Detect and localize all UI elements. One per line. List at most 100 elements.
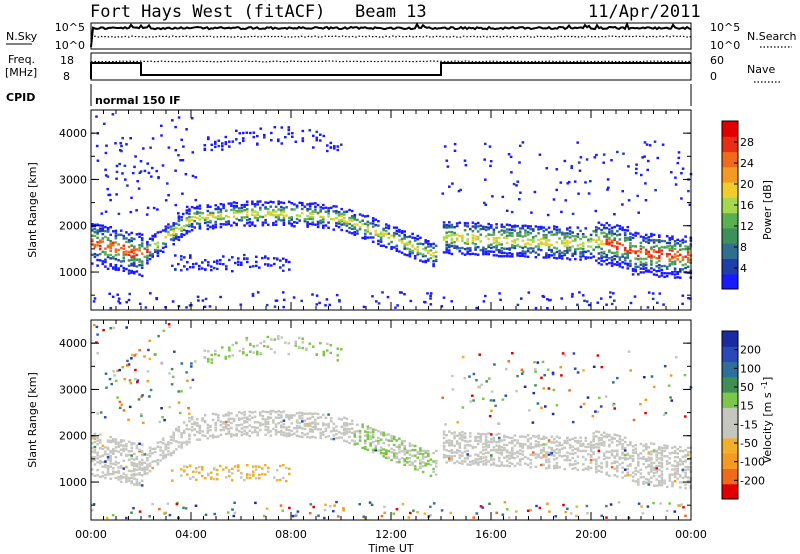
power-cell — [671, 260, 674, 264]
velocity-colorbar-swatch — [722, 376, 738, 393]
velocity-cell — [505, 450, 509, 454]
velocity-cell — [224, 425, 228, 428]
power-cell — [230, 208, 233, 212]
velocity-cell — [112, 462, 115, 465]
power-cell — [545, 167, 549, 170]
power-cell — [280, 210, 283, 214]
power-cell — [558, 237, 561, 240]
power-cell — [445, 224, 448, 227]
power-cell — [149, 146, 152, 149]
power-cell — [639, 245, 643, 248]
power-cell — [676, 271, 679, 274]
velocity-cell — [125, 465, 128, 469]
power-cell — [563, 245, 567, 248]
power-cell — [626, 267, 630, 270]
power-cell — [555, 225, 559, 229]
velocity-cell — [652, 461, 656, 465]
power-cell — [252, 135, 256, 139]
power-cell — [560, 297, 563, 300]
velocity-cell — [613, 474, 616, 477]
velocity-cell — [551, 372, 555, 376]
power-cell — [103, 122, 106, 125]
power-cell — [243, 205, 246, 208]
power-cell — [259, 127, 263, 130]
velocity-cell — [130, 446, 133, 450]
power-cell — [442, 224, 446, 227]
velocity-cell — [290, 414, 294, 417]
power-cell — [616, 245, 619, 249]
velocity-cell — [560, 455, 564, 458]
velocity-cell — [99, 411, 103, 414]
power-cell — [258, 266, 261, 269]
velocity-cell — [568, 464, 572, 467]
power-cell — [197, 299, 200, 302]
power-cell — [119, 229, 123, 232]
power-cell — [621, 203, 624, 206]
power-cell — [109, 244, 112, 247]
power-cell — [156, 231, 160, 234]
velocity-cell — [511, 441, 514, 445]
velocity-cell — [248, 434, 252, 438]
power-cell — [182, 145, 185, 148]
velocity-cell — [279, 504, 283, 507]
velocity-cell — [180, 435, 183, 439]
power-cell — [273, 262, 276, 266]
power-cell — [114, 229, 118, 232]
velocity-cell — [146, 370, 150, 373]
power-cell — [188, 230, 191, 233]
power-cell — [322, 226, 325, 229]
velocity-cell — [594, 410, 597, 413]
velocity-cell — [95, 341, 98, 344]
power-cell — [518, 254, 522, 257]
velocity-cell — [647, 478, 651, 481]
velocity-colorbar-tick-label: -15 — [740, 418, 758, 431]
velocity-cell — [642, 462, 645, 466]
power-cell — [311, 217, 315, 221]
power-cell — [329, 141, 333, 145]
velocity-cell — [117, 471, 120, 474]
velocity-cell — [608, 474, 611, 477]
velocity-cell — [398, 437, 401, 440]
velocity-cell — [140, 414, 143, 417]
velocity-cell — [261, 417, 265, 421]
power-cell — [237, 257, 240, 260]
velocity-cell — [581, 463, 585, 466]
power-cell — [293, 225, 296, 228]
velocity-cell — [597, 464, 601, 468]
power-cell — [560, 240, 564, 243]
power-cell — [623, 233, 627, 237]
velocity-cell — [508, 451, 511, 454]
power-cell — [474, 227, 477, 230]
velocity-cell — [508, 454, 511, 457]
velocity-cell — [605, 504, 608, 508]
power-cell — [112, 266, 115, 269]
velocity-cell — [474, 460, 477, 463]
power-cell — [112, 244, 115, 247]
noise-search-label: N.Search — [747, 30, 797, 43]
velocity-cell — [364, 447, 367, 451]
velocity-cell — [382, 452, 385, 455]
velocity-cell — [291, 514, 295, 518]
power-cell — [445, 246, 448, 249]
velocity-cell — [122, 439, 126, 442]
velocity-cell — [488, 414, 492, 418]
velocity-cell — [461, 436, 464, 439]
velocity-cell — [251, 416, 254, 419]
power-cell — [335, 209, 338, 213]
velocity-cell — [503, 434, 506, 438]
power-cell — [172, 227, 175, 230]
velocity-cell — [358, 429, 362, 433]
power-cell — [466, 240, 469, 243]
velocity-cell — [298, 345, 301, 349]
power-cell — [306, 209, 309, 212]
velocity-cell — [167, 453, 170, 456]
power-cell — [626, 229, 630, 232]
power-cell — [306, 223, 309, 226]
velocity-cell — [497, 444, 501, 448]
velocity-cell — [91, 473, 94, 476]
power-cell — [281, 291, 285, 294]
velocity-cell — [505, 459, 509, 462]
power-cell — [106, 255, 110, 259]
velocity-colorbar-tick-label: -200 — [740, 474, 765, 487]
velocity-cell — [382, 455, 385, 458]
